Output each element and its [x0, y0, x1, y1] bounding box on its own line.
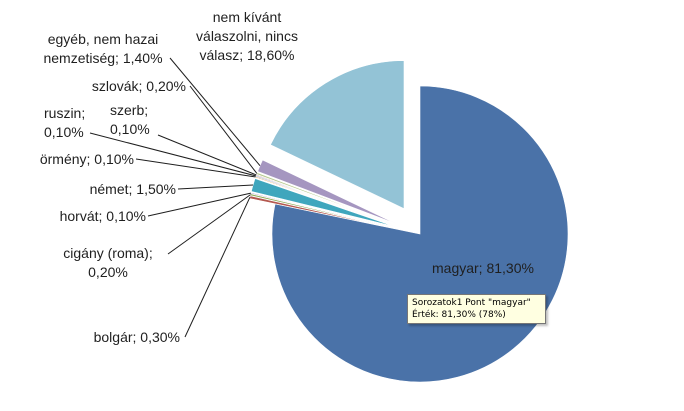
slice-label-horvat: horvát; 0,10% — [59, 208, 146, 224]
pie-slice-10[interactable] — [270, 60, 405, 210]
slice-label-nemet: német; 1,50% — [89, 181, 176, 197]
leader-line-7 — [157, 134, 257, 176]
leader-line-3 — [147, 192, 251, 217]
leader-line-6 — [89, 132, 257, 177]
slice-label-ruszin: ruszin; 0,10% — [44, 105, 86, 140]
leader-line-9 — [169, 57, 261, 166]
slice-label-szlovak: szlovák; 0,20% — [91, 78, 186, 94]
slice-label-ormeny: örmény; 0,10% — [39, 151, 134, 167]
slice-label-nem-kivant: nem kívánt válaszolni, nincs válasz; 18,… — [196, 9, 298, 63]
leader-line-5 — [135, 158, 256, 178]
leader-line-8 — [189, 85, 258, 174]
tooltip-series-point: Sorozatok1 Pont "magyar" — [412, 298, 531, 308]
slice-label-cigany: cigány (roma); 0,20% — [63, 245, 153, 280]
leader-line-4 — [177, 184, 254, 190]
tooltip-value: Érték: 81,30% (78%) — [412, 310, 506, 320]
chart-tooltip: Sorozatok1 Pont "magyar" Érték: 81,30% (… — [407, 294, 546, 324]
leader-line-1 — [184, 196, 251, 338]
slice-label-egyeb: egyéb, nem hazai nemzetiség; 1,40% — [43, 31, 163, 66]
slice-label-magyar: magyar; 81,30% — [432, 260, 534, 276]
slice-label-bolgar: bolgár; 0,30% — [93, 329, 180, 345]
slice-label-szerb: szerb; 0,10% — [110, 102, 150, 137]
leader-line-2 — [167, 194, 251, 255]
